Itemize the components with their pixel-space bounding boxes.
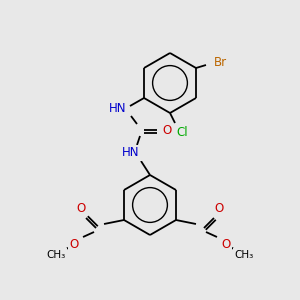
Text: O: O (69, 238, 79, 250)
Text: O: O (214, 202, 224, 214)
Text: CH₃: CH₃ (234, 250, 254, 260)
Text: HN: HN (109, 101, 127, 115)
Text: CH₃: CH₃ (46, 250, 66, 260)
Text: O: O (76, 202, 85, 214)
Text: O: O (162, 124, 172, 136)
Text: O: O (221, 238, 231, 250)
Text: HN: HN (122, 146, 140, 160)
Text: Br: Br (213, 56, 226, 70)
Text: Cl: Cl (176, 127, 188, 140)
